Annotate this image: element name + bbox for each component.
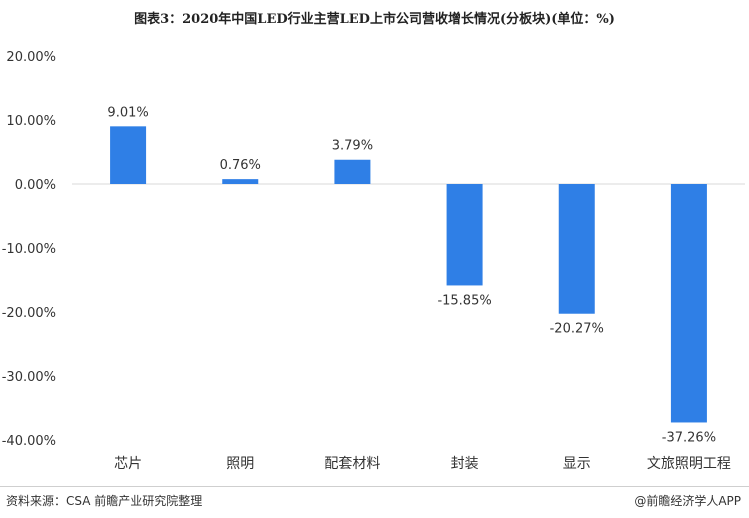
y-tick-label: 10.00%	[6, 114, 56, 129]
footer: 资料来源：CSA 前瞻产业研究院整理 @前瞻经济学人APP	[0, 486, 749, 518]
bar	[110, 126, 147, 184]
value-labels: 9.01% 0.76% 3.79% -15.85% -20.27% -37.26%	[107, 105, 716, 445]
bar	[334, 159, 371, 184]
value-label: -20.27%	[550, 322, 604, 337]
category-label: 封装	[451, 456, 479, 472]
bars	[110, 126, 707, 423]
bar	[446, 184, 483, 286]
value-label: 3.79%	[332, 139, 373, 154]
value-label: -15.85%	[437, 293, 491, 308]
value-label: 9.01%	[107, 105, 148, 120]
chart-title: 图表3：2020年中国LED行业主营LED上市公司营收增长情况(分板块)(单位：…	[134, 12, 615, 27]
bar	[670, 184, 707, 423]
bar	[222, 179, 259, 184]
value-label: 0.76%	[220, 158, 261, 173]
bar-chart: 20.00% 10.00% 0.00% -10.00% -20.00% -30.00% -4…	[2, 50, 745, 472]
value-label: -37.26%	[662, 430, 716, 445]
source-note: 资料来源：CSA 前瞻产业研究院整理	[6, 494, 203, 508]
category-label: 照明	[226, 456, 254, 472]
y-tick-label: 0.00%	[15, 178, 56, 193]
brand-credit: @前瞻经济学人APP	[634, 494, 741, 508]
category-label: 显示	[563, 456, 591, 472]
bar	[558, 184, 595, 314]
y-tick-label: 20.00%	[6, 50, 56, 65]
category-label: 芯片	[114, 456, 142, 472]
y-tick-label: -30.00%	[2, 370, 56, 385]
y-tick-label: -40.00%	[2, 434, 56, 449]
category-label: 配套材料	[324, 456, 380, 472]
category-label: 文旅照明工程	[647, 456, 731, 472]
y-tick-label: -20.00%	[2, 306, 56, 321]
y-axis-ticks: 20.00% 10.00% 0.00% -10.00% -20.00% -30.00% -4…	[2, 50, 56, 449]
y-tick-label: -10.00%	[2, 242, 56, 257]
category-labels: 芯片 照明 配套材料 封装 显示 文旅照明工程	[114, 456, 731, 472]
